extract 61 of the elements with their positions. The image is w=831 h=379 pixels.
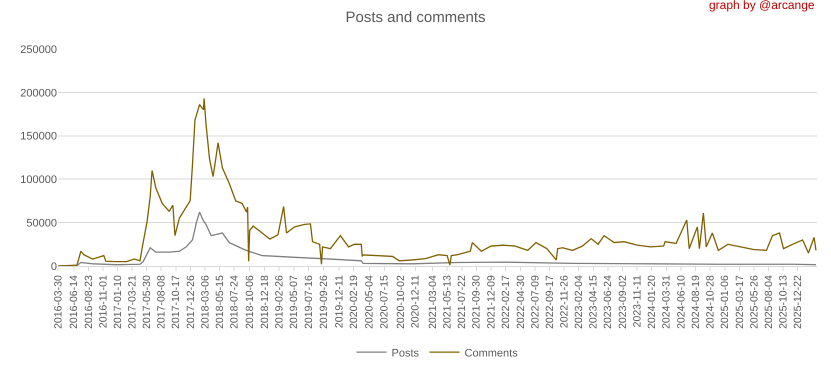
legend-label: Comments: [464, 347, 518, 360]
x-tick-label: 2024-08-19: [690, 275, 702, 329]
x-tick-label: 2017-10-17: [170, 275, 182, 329]
x-tick-label: 2017-12-26: [184, 275, 197, 329]
x-tick-label: 2019-02-26: [274, 275, 286, 329]
x-tick-label: 2017-08-08: [156, 275, 168, 329]
chart-title: Posts and comments: [345, 8, 486, 26]
x-tick-label: 2025-12-22: [792, 275, 804, 329]
x-tick-label: 2023-06-24: [602, 275, 614, 329]
x-tick-label: 2021-09-30: [470, 275, 483, 329]
x-tick-label: 2024-01-20: [646, 275, 658, 329]
x-tick-label: 2022-07-09: [529, 275, 542, 329]
x-tick-label: 2020-10-02: [395, 275, 408, 329]
x-tick-label: 2016-11-01: [97, 275, 110, 328]
x-tick-label: 2017-01-10: [112, 275, 124, 329]
x-tick-label: 2016-06-14: [68, 275, 80, 329]
y-tick-label: 50000: [26, 217, 57, 230]
x-tick-label: 2017-05-30: [141, 275, 154, 329]
legend-label: Posts: [392, 347, 420, 360]
x-tick-label: 2023-04-15: [588, 275, 600, 329]
x-tick-label: 2020-12-11: [410, 275, 422, 328]
y-tick-label: 100000: [20, 174, 57, 186]
x-tick-label: 2025-08-04: [762, 275, 775, 329]
x-tick-label: 2025-10-13: [777, 275, 790, 329]
x-tick-label: 2019-09-26: [318, 275, 330, 329]
x-tick-label: 2020-05-04: [364, 275, 376, 329]
x-tick-label: 2022-09-17: [544, 275, 556, 329]
x-tick-label: 2021-05-13: [442, 275, 454, 329]
x-tick-label: 2017-03-21: [126, 275, 139, 329]
x-tick-label: 2022-11-26: [558, 275, 571, 328]
x-tick-label: 2018-12-18: [259, 275, 272, 329]
x-tick-label: 2020-02-19: [348, 275, 360, 329]
x-tick-label: 2018-07-24: [228, 275, 240, 329]
x-tick-label: 2024-06-10: [676, 275, 688, 329]
x-tick-label: 2021-07-22: [456, 275, 468, 329]
x-tick-label: 2024-10-28: [704, 275, 717, 329]
x-tick-label: 2023-11-11: [631, 275, 644, 328]
x-tick-label: 2024-03-31: [660, 275, 673, 329]
x-tick-label: 2023-02-04: [573, 275, 586, 329]
y-tick-label: 150000: [20, 130, 57, 143]
text: graph by @arcange: [709, 0, 815, 12]
y-tick-label: 200000: [20, 87, 57, 100]
x-tick-label: 2025-05-26: [748, 275, 760, 329]
x-tick-label: 2018-05-15: [214, 275, 226, 329]
x-tick-label: 2020-07-15: [378, 275, 391, 329]
x-tick-label: 2025-01-06: [719, 275, 732, 329]
y-tick-label: 0: [50, 260, 57, 273]
x-tick-label: 2016-08-23: [82, 275, 95, 329]
x-tick-label: 2022-04-30: [514, 275, 527, 329]
x-tick-label: 2021-03-04: [427, 275, 440, 329]
x-tick-label: 2021-12-09: [485, 275, 498, 329]
x-tick-label: 2018-03-06: [199, 275, 212, 329]
x-tick-label: 2019-12-11: [334, 275, 346, 328]
y-tick-label: 250000: [20, 44, 57, 56]
x-tick-label: 2019-05-07: [288, 275, 300, 329]
x-tick-label: 2016-03-30: [52, 275, 64, 329]
x-tick-label: 2023-09-02: [616, 275, 629, 329]
x-tick-label: 2018-10-06: [244, 275, 256, 329]
x-tick-label: 2019-07-16: [302, 275, 315, 329]
x-tick-label: 2022-02-17: [500, 275, 512, 329]
x-tick-label: 2025-03-17: [734, 275, 746, 329]
